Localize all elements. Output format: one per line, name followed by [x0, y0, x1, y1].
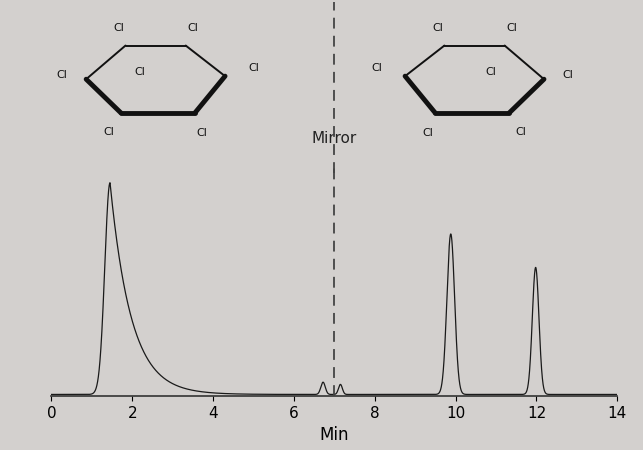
Text: Cl: Cl: [197, 128, 207, 138]
Text: Cl: Cl: [516, 126, 526, 137]
Text: Cl: Cl: [563, 70, 574, 80]
Text: Cl: Cl: [187, 23, 198, 33]
Text: Cl: Cl: [248, 63, 259, 73]
Text: Cl: Cl: [423, 128, 433, 138]
Text: Cl: Cl: [371, 63, 382, 73]
Text: Cl: Cl: [432, 23, 443, 33]
Text: Cl: Cl: [485, 67, 496, 76]
Text: Cl: Cl: [134, 67, 145, 76]
Text: Cl: Cl: [113, 23, 124, 33]
Text: Cl: Cl: [57, 70, 68, 80]
Text: Mirror: Mirror: [312, 131, 357, 146]
Text: Cl: Cl: [506, 23, 517, 33]
Text: Cl: Cl: [104, 126, 114, 137]
X-axis label: Min: Min: [320, 426, 349, 444]
